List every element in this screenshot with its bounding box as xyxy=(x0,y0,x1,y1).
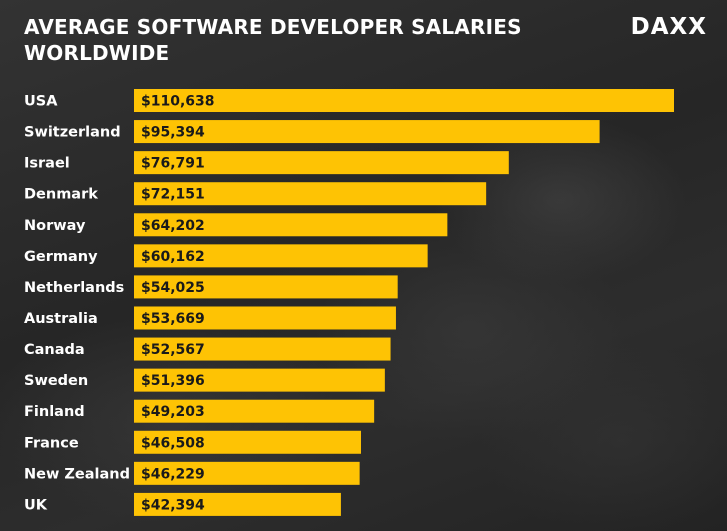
salary-bar xyxy=(134,492,341,516)
country-label: Norway xyxy=(24,218,86,234)
country-label: Israel xyxy=(24,156,70,172)
salary-value-label: $42,394 xyxy=(141,497,205,513)
salary-bar xyxy=(134,337,391,361)
salary-value-label: $54,025 xyxy=(141,280,205,296)
salary-value-label: $52,567 xyxy=(141,342,205,358)
country-label: Canada xyxy=(24,342,85,358)
salary-bar xyxy=(134,120,600,144)
country-label: USA xyxy=(24,94,58,110)
country-label: Australia xyxy=(24,311,98,327)
country-label: Netherlands xyxy=(24,280,124,296)
chart-title-line1: AVERAGE SOFTWARE DEVELOPER SALARIES xyxy=(24,15,522,39)
salary-value-label: $51,396 xyxy=(141,373,205,389)
salary-value-label: $49,203 xyxy=(141,404,205,420)
country-label: New Zealand xyxy=(24,466,130,482)
salary-bar xyxy=(134,89,674,112)
salary-bar xyxy=(134,461,360,485)
salary-bar xyxy=(134,399,375,423)
salary-value-label: $53,669 xyxy=(141,311,205,327)
chart-title-line2: WORLDWIDE xyxy=(24,41,170,65)
salary-bar xyxy=(134,151,509,175)
salary-bar xyxy=(134,213,448,237)
salary-value-label: $64,202 xyxy=(141,218,205,234)
chart-title: AVERAGE SOFTWARE DEVELOPER SALARIES WORL… xyxy=(24,14,584,66)
country-label: Germany xyxy=(24,249,98,265)
salary-bar xyxy=(134,182,487,206)
salary-value-label: $46,508 xyxy=(141,435,205,451)
salary-bar xyxy=(134,275,398,299)
salary-bar xyxy=(134,306,396,330)
country-label: Sweden xyxy=(24,373,88,389)
country-label: Switzerland xyxy=(24,125,121,141)
country-label: UK xyxy=(24,497,48,513)
salary-value-label: $46,229 xyxy=(141,466,205,482)
salary-value-label: $110,638 xyxy=(141,94,215,110)
salary-bar xyxy=(134,430,361,454)
salary-value-label: $95,394 xyxy=(141,125,205,141)
salary-value-label: $72,151 xyxy=(141,187,205,203)
salary-value-label: $76,791 xyxy=(141,156,205,172)
salary-bar xyxy=(134,368,385,392)
country-label: Finland xyxy=(24,404,85,420)
salary-value-label: $60,162 xyxy=(141,249,205,265)
country-label: France xyxy=(24,435,79,451)
salary-bar xyxy=(134,244,428,268)
brand-logo: DAXX xyxy=(630,14,707,40)
country-label: Denmark xyxy=(24,187,98,203)
